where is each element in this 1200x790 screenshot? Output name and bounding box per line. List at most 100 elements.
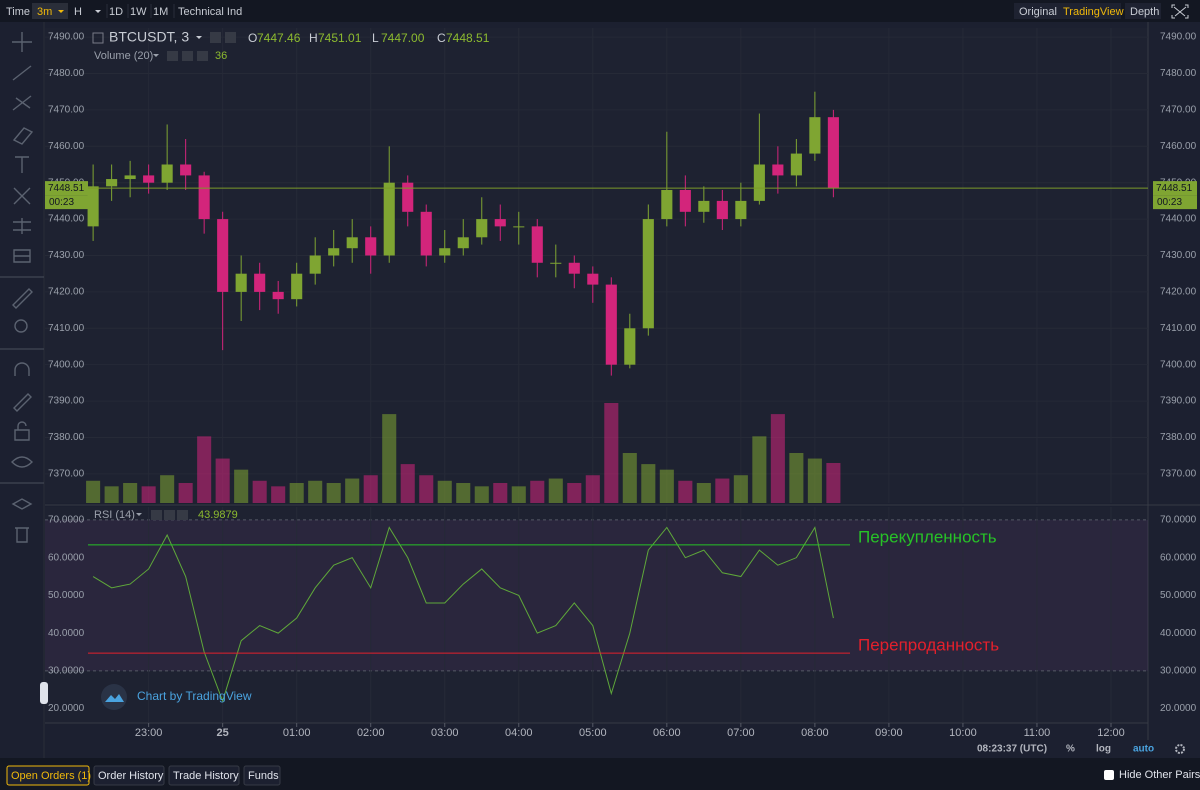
icon-tool[interactable] (13, 249, 31, 263)
y-tick-label: 7460.00 (48, 141, 85, 152)
last-price-box (1153, 181, 1197, 196)
scale-button[interactable]: log (1096, 744, 1111, 755)
stay-drawing-tool[interactable] (13, 393, 32, 412)
legend-button[interactable] (182, 51, 193, 61)
magnet-tool[interactable] (14, 362, 30, 376)
view-tab-label[interactable]: TradingView (1063, 6, 1124, 18)
watermark[interactable]: Chart by TradingView (137, 689, 252, 703)
y-tick-label: 7490.00 (48, 32, 85, 43)
volume-bar (252, 480, 267, 503)
checkbox[interactable] (1104, 770, 1114, 780)
level-label: Перекупленность (858, 527, 997, 546)
measure-tool[interactable] (12, 288, 33, 309)
volume-bar (826, 463, 841, 503)
ohlc-value: 7447.00 (381, 31, 425, 45)
tab-label: Funds (248, 770, 279, 782)
legend-button[interactable] (164, 510, 175, 520)
line-tool[interactable] (12, 65, 32, 81)
candle-body (420, 211, 432, 256)
last-price-box (45, 181, 88, 196)
volume-bar (678, 480, 693, 503)
interval-highlight (32, 3, 68, 19)
legend-button[interactable] (210, 32, 221, 43)
caret (196, 36, 202, 39)
candle-body (383, 182, 395, 256)
watermark-icon (101, 684, 127, 710)
caret (95, 10, 101, 13)
text-tool[interactable] (15, 156, 29, 173)
scale-button[interactable]: % (1066, 744, 1075, 755)
candle-body (605, 284, 617, 365)
candle-body (254, 273, 266, 292)
tab[interactable] (6, 765, 90, 786)
tab[interactable] (168, 765, 240, 786)
rsi-name: RSI (14) (94, 509, 135, 521)
x-tick-label: 10:00 (949, 727, 977, 739)
candle-body (624, 328, 636, 365)
lock-tool[interactable] (14, 421, 30, 441)
projection-tool[interactable] (13, 218, 31, 234)
toolbar-button[interactable]: 1M (153, 6, 168, 18)
candle-body (716, 200, 728, 220)
top-toolbar (0, 0, 1200, 22)
settings-button[interactable] (1175, 744, 1185, 754)
watermark-logo (105, 694, 124, 702)
candle-body (309, 255, 321, 274)
volume-bar (715, 478, 730, 503)
view-tab-label[interactable]: Original (1019, 6, 1057, 18)
toolbar-button[interactable]: Time (6, 6, 30, 18)
ohlc-label: C (437, 31, 446, 45)
y-tick-label: 7370.00 (48, 469, 85, 480)
crosshair-tool[interactable] (12, 32, 32, 52)
toolbar-button[interactable]: Technical Ind (178, 6, 242, 18)
y-tick-label: 7420.00 (1160, 287, 1197, 298)
rsi-tick-label: 70.0000 (48, 515, 85, 526)
volume-bar (493, 483, 508, 503)
y-tick-label: 7460.00 (1160, 141, 1197, 152)
hide-tool[interactable] (11, 456, 33, 468)
brush-tool[interactable] (12, 127, 34, 145)
tab[interactable] (243, 765, 281, 786)
time-readout: 08:23:37 (UTC) (977, 744, 1047, 755)
countdown-box (45, 195, 88, 210)
chart-layer: Time 3m H 1D 1W 1M Technical Ind Original Tradin… (6, 3, 1200, 786)
y-tick-label: 7440.00 (48, 214, 85, 225)
candle-body (291, 273, 303, 300)
scale-button[interactable]: auto (1133, 744, 1154, 755)
toolbar-button[interactable]: 1W (130, 6, 147, 18)
x-tick-label: 25 (217, 727, 229, 739)
fib-tool[interactable] (12, 95, 32, 111)
legend-button[interactable] (167, 51, 178, 61)
candle-body (735, 200, 747, 220)
volume-bar (123, 483, 138, 503)
remove-tool[interactable] (15, 527, 29, 543)
legend-button[interactable] (177, 510, 188, 520)
left-toolbar (0, 22, 44, 760)
zoom-tool[interactable] (14, 319, 28, 333)
legend-button[interactable] (197, 51, 208, 61)
volume-bar (604, 403, 619, 503)
y-tick-label: 7380.00 (1160, 432, 1197, 443)
drawing-tools (0, 32, 48, 704)
tab[interactable] (93, 765, 165, 786)
fullscreen-button[interactable] (1171, 4, 1189, 19)
collapse-handle[interactable] (40, 682, 48, 704)
rsi-tick-label: 50.0000 (48, 590, 85, 601)
legend-button[interactable] (225, 32, 236, 43)
legend-button[interactable] (151, 510, 162, 520)
candle-body (346, 237, 358, 249)
toolbar-button[interactable]: H (74, 6, 82, 18)
pattern-tool[interactable] (13, 187, 31, 205)
toolbar-button[interactable]: 3m (37, 6, 52, 18)
view-tab-label[interactable]: Depth (1130, 6, 1159, 18)
x-tick-label: 09:00 (875, 727, 903, 739)
candle-body (272, 291, 284, 300)
layers-tool[interactable] (11, 498, 33, 510)
candle-body (827, 117, 839, 189)
candle-body (809, 117, 821, 154)
volume-bar (345, 478, 360, 503)
view-tab (1014, 3, 1058, 19)
volume-bar (382, 414, 397, 503)
y-tick-label: 7430.00 (1160, 250, 1197, 261)
toolbar-button[interactable]: 1D (109, 6, 123, 18)
